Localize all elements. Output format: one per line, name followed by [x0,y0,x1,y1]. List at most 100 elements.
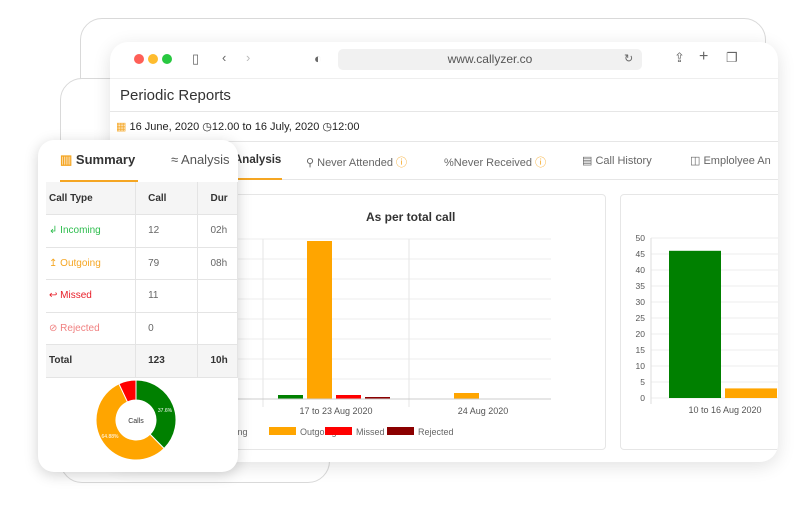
reload-icon[interactable]: ↻ [624,53,634,65]
minimize-window-button[interactable] [148,54,158,64]
bar-rejected [365,397,390,399]
table-row: ↩ Missed 11 [46,279,238,313]
call-duration [197,312,238,345]
browser-toolbar: ▯ ‹ › ◐ www.callyzer.co ↻ ⇪ + ❐ [110,42,778,78]
tab-label: Call History [595,155,652,167]
legend-swatch [269,427,296,435]
table-row: ⊘ Rejected 0 [46,312,238,345]
never-attended-icon: ⚲ [306,157,315,169]
tab-never-received[interactable]: %Never Received ⓘ [444,154,546,170]
new-tab-icon[interactable]: + [699,48,709,65]
tab-label: Analysis [181,152,230,167]
call-type: Incoming [60,225,101,237]
info-icon: ⓘ [535,157,547,169]
back-icon[interactable]: ‹ [222,50,227,65]
start-date: 16 June, 2020 [129,121,200,133]
call-type: Missed [60,290,92,302]
tab-label: Never Received [453,157,533,169]
column-header: Call Type [46,182,137,215]
tab-label: Never Attended [317,157,393,169]
date-range[interactable]: ▦ 16 June, 2020 ◷12.00 to 16 July, 2020 … [110,112,778,142]
tab-label: Emplolyee An [703,155,771,167]
call-count: 79 [135,247,199,280]
bar-outgoing [454,393,479,399]
chart-title: As per total call [366,210,455,224]
clock-icon: ◷ [202,121,212,133]
legend-label: Rejected [418,427,454,437]
y-tick-label: 50 [636,233,646,243]
tab-summary[interactable]: ▥ Summary [60,152,135,168]
chart-icon: ◫ [690,155,701,167]
tab-employee-analysis[interactable]: ◫ Emplolyee An [690,154,771,167]
donut-slice [118,379,137,403]
summary-card: ▥ Summary ≈ Analysis Call Type Call Dur ↲ … [38,140,238,472]
y-tick-label: 25 [636,313,646,323]
legend-swatch [325,427,352,435]
x-tick-label: 10 to 16 Aug 2020 [688,405,761,415]
call-count: 0 [135,312,199,345]
table-total-row: Total 123 10h [46,344,238,378]
maximize-window-button[interactable] [162,54,172,64]
table-row: ↲ Incoming 12 02h [46,214,238,248]
call-type-cell: ↥ Outgoing [46,247,137,280]
legend-label: Missed [356,427,385,437]
active-tab-indicator [60,180,138,182]
end-time: 12:00 [332,121,360,133]
total-call: 123 [135,344,199,378]
column-header: Call [135,182,199,215]
table-header: Call Type Call Dur [46,182,238,215]
missed-call-icon: ↩ [49,290,58,302]
clock-icon: ◷ [322,121,333,133]
bar-missed [336,395,361,399]
x-tick-label: 24 Aug 2020 [458,406,509,416]
y-tick-label: 20 [636,329,646,339]
browser-window: ▯ ‹ › ◐ www.callyzer.co ↻ ⇪ + ❐ Periodic… [110,42,778,462]
total-label: Total [46,344,137,378]
bar-incoming [669,250,721,398]
address-bar[interactable]: www.callyzer.co [338,49,642,70]
active-tab-indicator [220,178,282,180]
slice-label: 64.88% [102,434,120,440]
bar-chart-icon: ▥ [60,152,73,167]
tab-never-attended[interactable]: ⚲ Never Attended ⓘ [306,154,407,170]
call-count: 12 [135,214,199,248]
to-label: to [242,121,252,133]
y-tick-label: 40 [636,265,646,275]
tab-analysis[interactable]: Analysis [234,154,281,166]
calendar-icon: ▦ [116,121,127,133]
rejected-call-icon: ⊘ [49,322,58,334]
tab-analysis[interactable]: ≈ Analysis [171,152,229,167]
total-duration: 10h [197,344,238,378]
outgoing-call-icon: ↥ [49,257,58,269]
info-icon: ⓘ [396,157,408,169]
call-duration: 02h [197,214,238,248]
column-header: Dur [197,182,238,215]
y-tick-label: 45 [636,249,646,259]
report-tabs: Analysis ⚲ Never Attended ⓘ %Never Recei… [110,142,778,180]
share-icon[interactable]: ⇪ [674,50,685,65]
close-window-button[interactable] [134,54,144,64]
y-tick-label: 35 [636,281,646,291]
incoming-call-icon: ↲ [49,225,58,237]
slice-label: 37.6% [158,408,173,414]
legend-label: Outgoing [300,427,337,437]
tab-call-history[interactable]: ▤ Call History [582,154,652,167]
forward-icon[interactable]: › [246,50,251,65]
bar-outgoing [307,241,332,399]
tabs-overview-icon[interactable]: ❐ [726,50,738,65]
call-duration: 08h [197,247,238,280]
sidebar-icon[interactable]: ▯ [192,51,200,66]
y-tick-label: 10 [636,361,646,371]
donut-center-label: Calls [128,418,144,425]
call-count: 11 [135,279,199,313]
tab-label: Analysis [234,154,282,166]
shield-icon: ◐ [314,51,322,66]
y-tick-label: 5 [640,377,645,387]
bar-outgoing [725,388,777,398]
donut-slice [135,379,177,450]
call-type-cell: ↲ Incoming [46,214,137,248]
tab-label: Summary [75,152,136,167]
y-tick-label: 0 [640,393,645,403]
total-call-chart: As per total call 202017 to 23 Aug 20202… [181,210,551,437]
chart-panel-total: As per total call 202017 to 23 Aug 20202… [181,194,606,450]
